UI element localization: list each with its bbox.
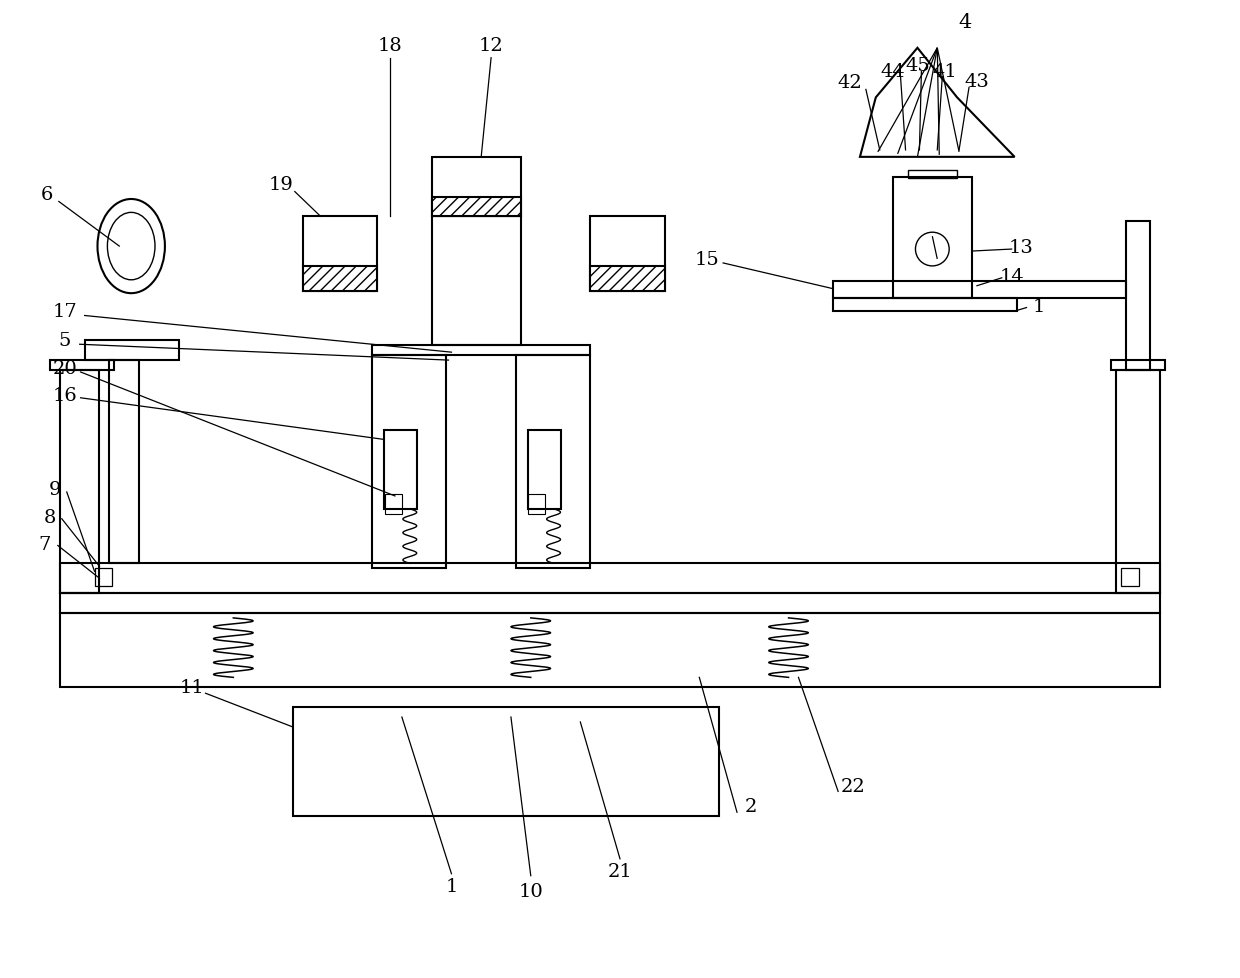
Bar	[528, 495, 544, 514]
Text: 2: 2	[745, 797, 758, 816]
Bar	[1111, 361, 1166, 371]
Bar	[1116, 371, 1161, 594]
Bar	[1121, 569, 1138, 587]
Text: 7: 7	[38, 535, 51, 553]
Ellipse shape	[98, 200, 165, 293]
Text: 11: 11	[180, 679, 205, 696]
Ellipse shape	[108, 213, 155, 281]
Bar	[60, 563, 1161, 594]
Text: 15: 15	[694, 250, 719, 269]
Text: 12: 12	[479, 37, 503, 55]
Text: 18: 18	[378, 37, 402, 55]
Bar	[372, 356, 446, 569]
Text: 41: 41	[932, 63, 957, 80]
Bar	[372, 346, 590, 356]
Text: 17: 17	[52, 302, 77, 320]
Bar	[590, 217, 665, 291]
Bar	[303, 267, 377, 291]
Bar	[908, 170, 957, 179]
Polygon shape	[861, 49, 1014, 157]
Text: 42: 42	[838, 74, 862, 92]
Bar	[432, 198, 521, 217]
Text: 5: 5	[58, 332, 71, 350]
Text: 20: 20	[52, 360, 77, 378]
Bar	[516, 356, 590, 569]
Text: 21: 21	[608, 862, 632, 880]
Text: 16: 16	[52, 386, 77, 404]
Bar	[293, 707, 719, 817]
Text: 43: 43	[965, 72, 990, 90]
Bar	[50, 361, 114, 371]
Bar	[590, 267, 665, 291]
Text: 1: 1	[1032, 297, 1044, 315]
Bar	[833, 298, 1017, 311]
Bar	[833, 282, 1126, 298]
Bar	[1126, 222, 1151, 371]
Bar	[60, 613, 1161, 688]
Bar	[528, 430, 560, 510]
Text: 22: 22	[841, 778, 866, 796]
Text: 1: 1	[445, 876, 458, 895]
Bar	[303, 217, 377, 291]
Bar	[432, 157, 521, 217]
Text: 9: 9	[48, 480, 61, 499]
Bar	[893, 177, 972, 298]
Text: 45: 45	[905, 57, 930, 74]
Bar	[432, 217, 521, 346]
Text: 8: 8	[43, 509, 56, 526]
Text: 44: 44	[880, 63, 905, 80]
Bar	[384, 495, 402, 514]
Text: 6: 6	[41, 186, 53, 203]
Text: 14: 14	[999, 268, 1024, 286]
Text: 10: 10	[518, 881, 543, 900]
Bar	[84, 341, 179, 361]
Bar	[60, 371, 99, 594]
Text: 19: 19	[269, 175, 294, 194]
Bar	[60, 594, 1161, 613]
Bar	[384, 430, 417, 510]
Text: 13: 13	[1009, 239, 1034, 257]
Bar	[109, 361, 139, 563]
Text: 4: 4	[959, 13, 972, 31]
Bar	[94, 569, 113, 587]
